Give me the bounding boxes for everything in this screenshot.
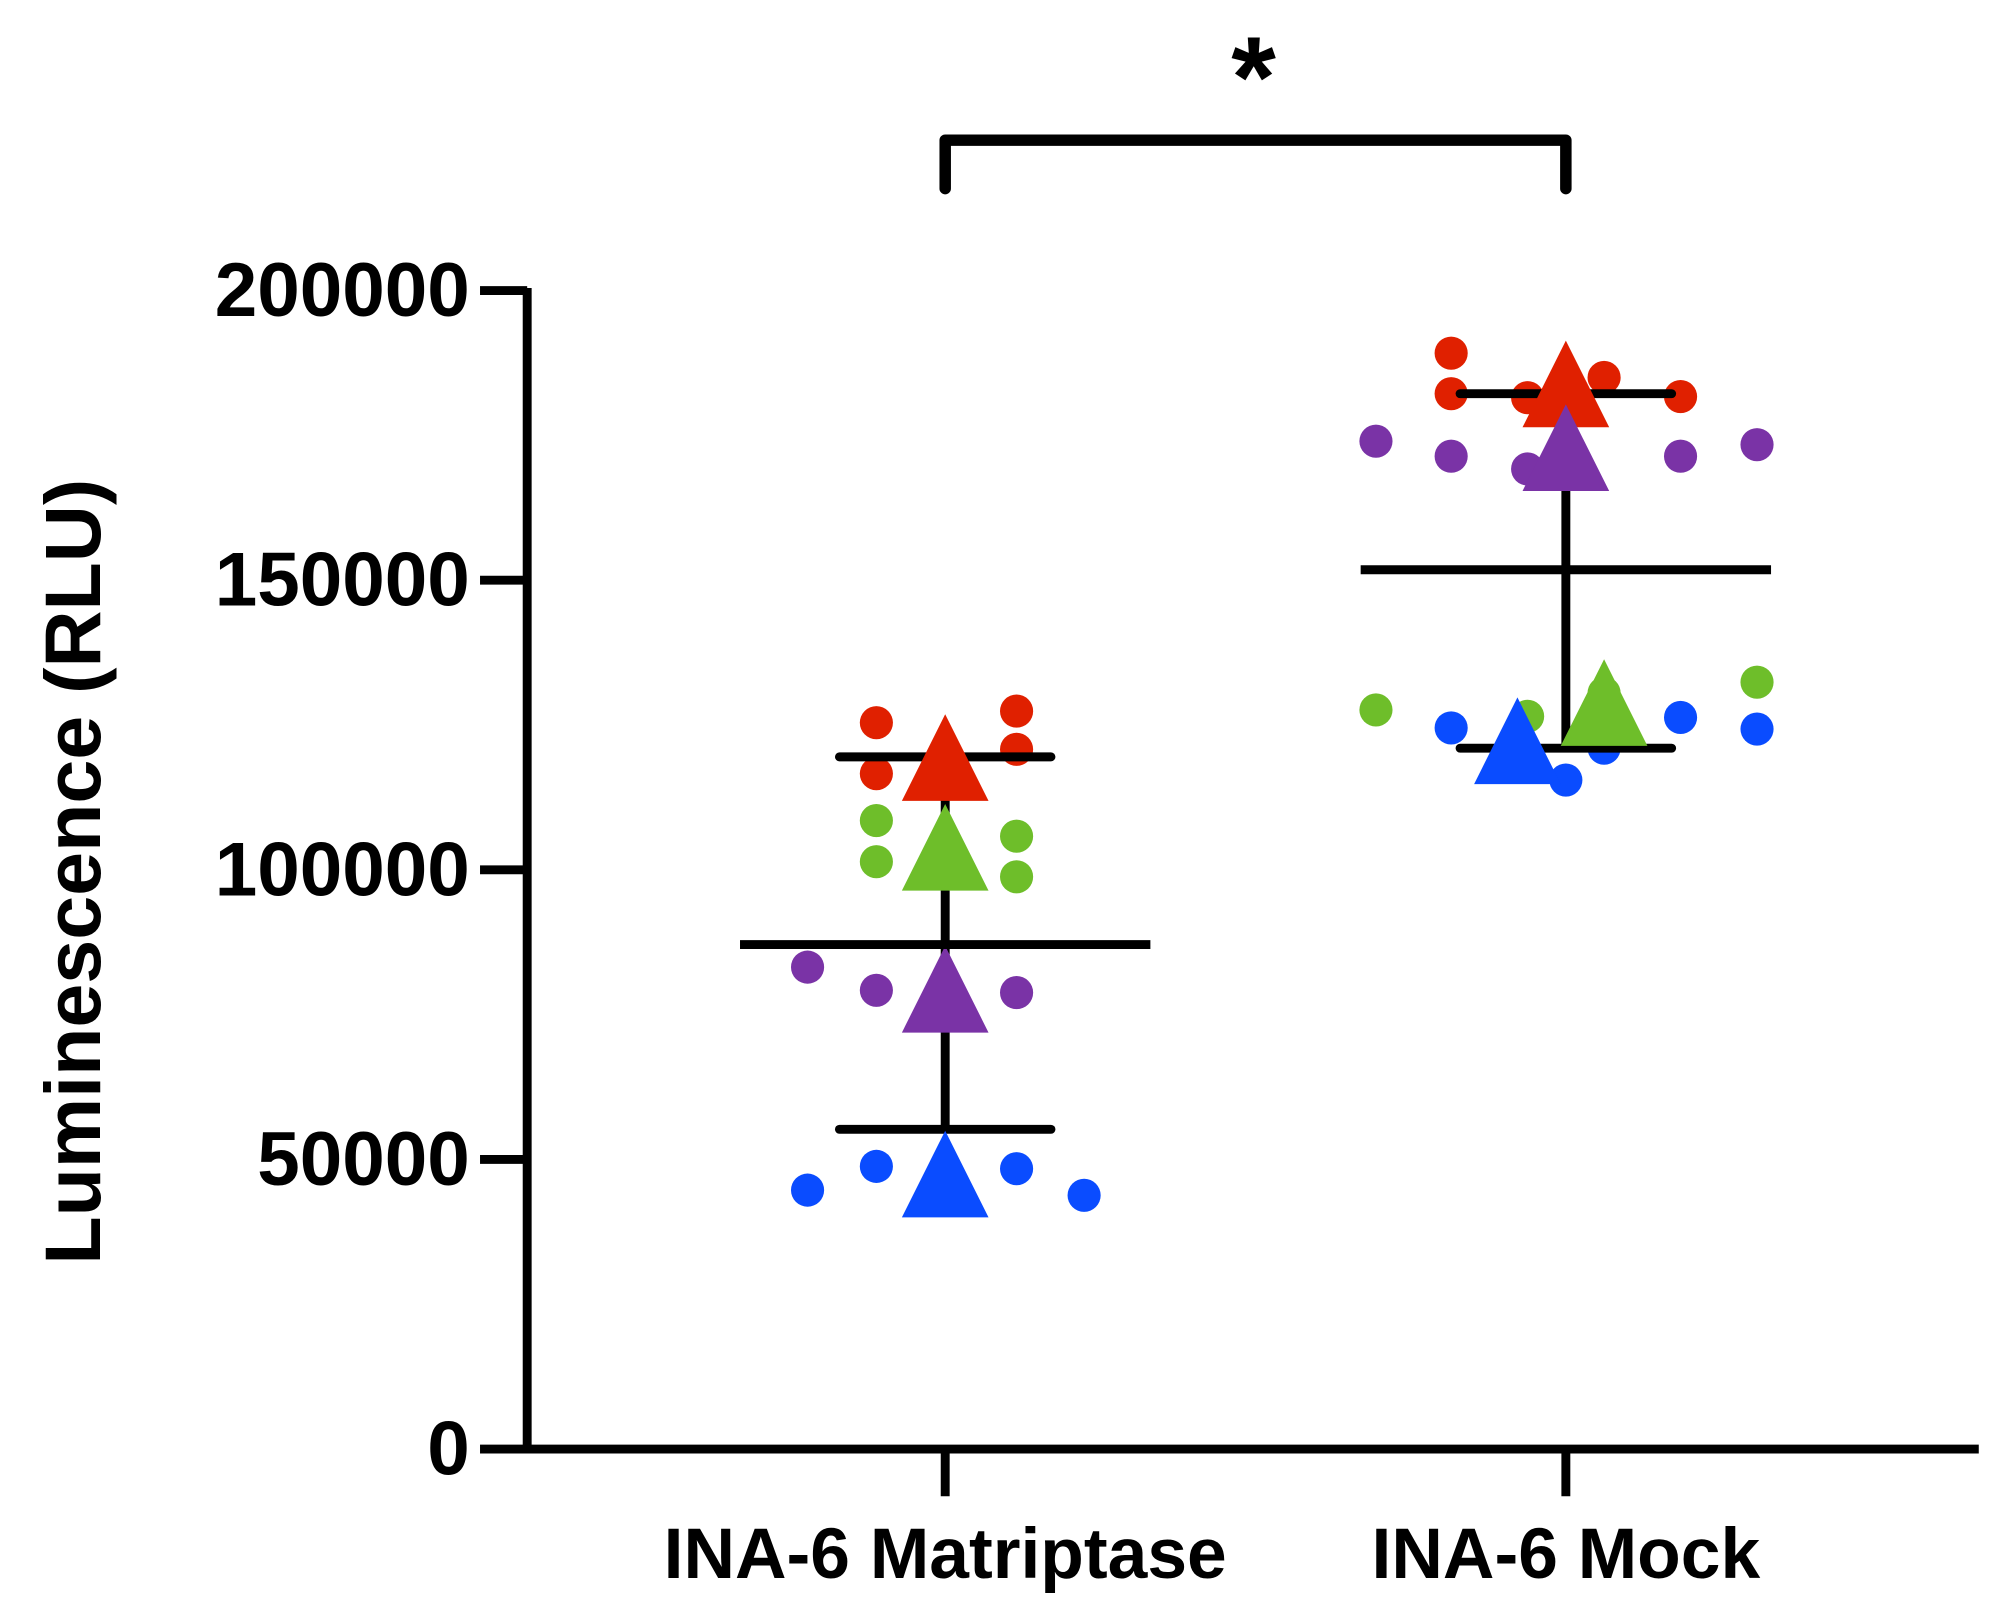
replicate-mean-triangle xyxy=(901,1130,989,1218)
replicate-point xyxy=(1549,763,1583,797)
replicate-point xyxy=(859,845,893,879)
y-tick-label: 100000 xyxy=(215,827,470,912)
replicate-point xyxy=(1000,976,1034,1010)
replicate-point xyxy=(1740,712,1774,746)
replicate-point xyxy=(859,706,893,740)
replicate-point xyxy=(1359,693,1393,727)
replicate-point xyxy=(1663,700,1698,735)
replicate-point xyxy=(1000,694,1034,728)
replicate-point xyxy=(790,1173,825,1207)
replicate-point xyxy=(1434,439,1468,473)
replicate-point xyxy=(1434,711,1468,745)
replicate-mean-triangle xyxy=(901,714,989,801)
replicate-point xyxy=(1000,1152,1034,1186)
data-marks xyxy=(740,336,1774,1218)
replicate-point xyxy=(1663,439,1698,473)
y-axis-label: Luminescence (RLU) xyxy=(28,479,117,1265)
significance-bracket: * xyxy=(939,14,1572,195)
replicate-point xyxy=(859,973,893,1007)
y-tick-label: 50000 xyxy=(257,1117,470,1202)
replicate-point xyxy=(1000,860,1034,894)
replicate-mean-triangle xyxy=(1474,697,1561,785)
replicate-point xyxy=(1587,360,1621,395)
replicate-point xyxy=(1663,380,1698,414)
y-tick-label: 200000 xyxy=(215,248,470,333)
replicate-point xyxy=(1067,1178,1101,1212)
replicate-mean-triangle xyxy=(1522,340,1610,428)
y-tick-label: 0 xyxy=(427,1407,470,1492)
x-tick-label: INA-6 Matriptase xyxy=(664,1514,1227,1594)
significance-star: * xyxy=(1231,14,1276,142)
replicate-point xyxy=(859,757,893,791)
replicate-point xyxy=(790,950,825,984)
x-tick-label: INA-6 Mock xyxy=(1372,1514,1761,1594)
replicate-mean-triangle xyxy=(901,945,989,1033)
replicate-point xyxy=(1000,819,1034,853)
replicate-point xyxy=(1359,424,1393,458)
replicate-mean-triangle xyxy=(901,804,989,891)
replicate-point xyxy=(859,804,893,838)
replicate-mean-triangle xyxy=(1522,404,1610,491)
replicate-point xyxy=(859,1149,893,1183)
axes: 0 50000 100000 150000 200000 INA-6 Matriptas… xyxy=(28,248,1979,1594)
replicate-point xyxy=(1434,336,1468,370)
bracket-line xyxy=(939,134,1572,195)
replicate-mean-triangle xyxy=(1560,659,1648,746)
y-tick-label: 150000 xyxy=(215,538,470,623)
replicate-point xyxy=(1740,428,1774,462)
replicate-point xyxy=(1740,665,1774,699)
replicate-point xyxy=(1434,377,1468,411)
